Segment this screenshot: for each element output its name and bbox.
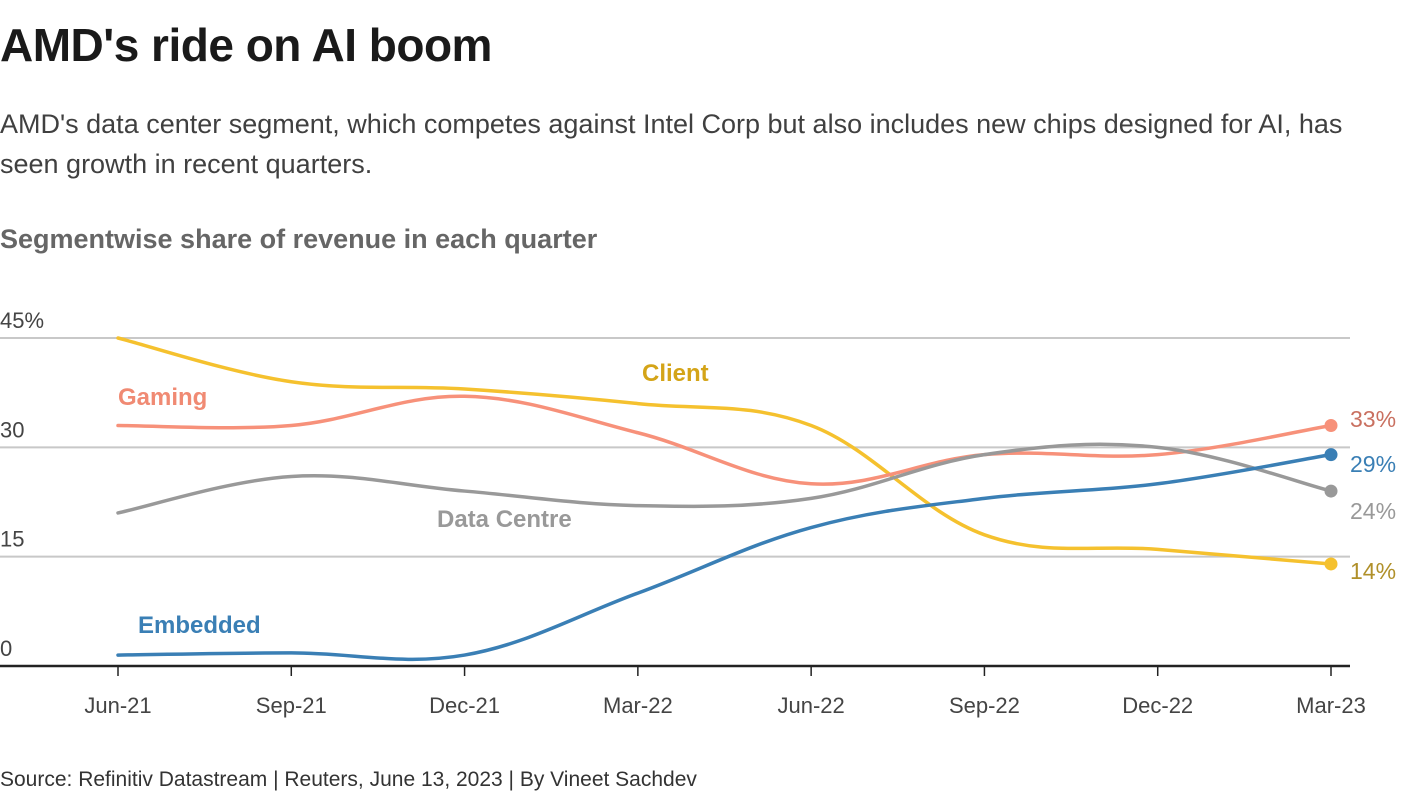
end-label-embedded: 29%: [1350, 451, 1396, 477]
end-marker-client: [1324, 557, 1338, 571]
gridlines: [0, 337, 1350, 558]
y-axis-ticks: 0 15 30 45%: [0, 308, 44, 661]
y-tick-label: 0: [0, 636, 12, 661]
x-tick-label: Jun-22: [778, 693, 845, 718]
x-tick-label: Sep-21: [256, 693, 327, 718]
x-tick-label: Mar-22: [603, 693, 673, 718]
x-tick-label: Jun-21: [84, 693, 151, 718]
line-data-centre: [116, 442, 1333, 515]
series-label-gaming: Gaming: [118, 384, 207, 411]
series-lines: [116, 336, 1338, 662]
line-client: [116, 336, 1333, 566]
x-tick-label: Sep-22: [949, 693, 1020, 718]
end-label-client: 14%: [1350, 558, 1396, 584]
end-label-data-centre: 24%: [1350, 498, 1396, 524]
chart-heading: Segmentwise share of revenue in each qua…: [0, 224, 598, 254]
chart-title-main: AMD's ride on AI boom: [0, 19, 492, 71]
end-marker-gaming: [1324, 418, 1338, 432]
series-label-data-centre: Data Centre: [437, 506, 572, 533]
y-tick-label: 15: [0, 527, 24, 552]
series-label-embedded: Embedded: [138, 612, 261, 639]
end-marker-embedded: [1324, 448, 1338, 462]
x-tick-label: Dec-21: [429, 693, 500, 718]
source-note: Source: Refinitiv Datastream | Reuters, …: [0, 768, 697, 791]
series-label-client: Client: [642, 360, 709, 387]
series-labels: Client 14% Gaming 33% Data Centre 24% Embedded…: [118, 360, 1396, 639]
x-tick-label: Dec-22: [1122, 693, 1193, 718]
y-tick-label: 30: [0, 417, 24, 442]
x-axis: Jun-21 Sep-21 Dec-21 Mar-22 Jun-22 Sep-22 Dec-…: [0, 664, 1366, 718]
chart-subtitle: AMD's data center segment, which compete…: [0, 109, 1343, 179]
line-embedded: [116, 452, 1333, 662]
end-label-gaming: 33%: [1350, 406, 1396, 432]
line-gaming: [116, 394, 1333, 486]
y-tick-label: 45%: [0, 308, 44, 333]
x-tick-label: Mar-23: [1296, 693, 1366, 718]
end-marker-data-centre: [1324, 484, 1338, 498]
